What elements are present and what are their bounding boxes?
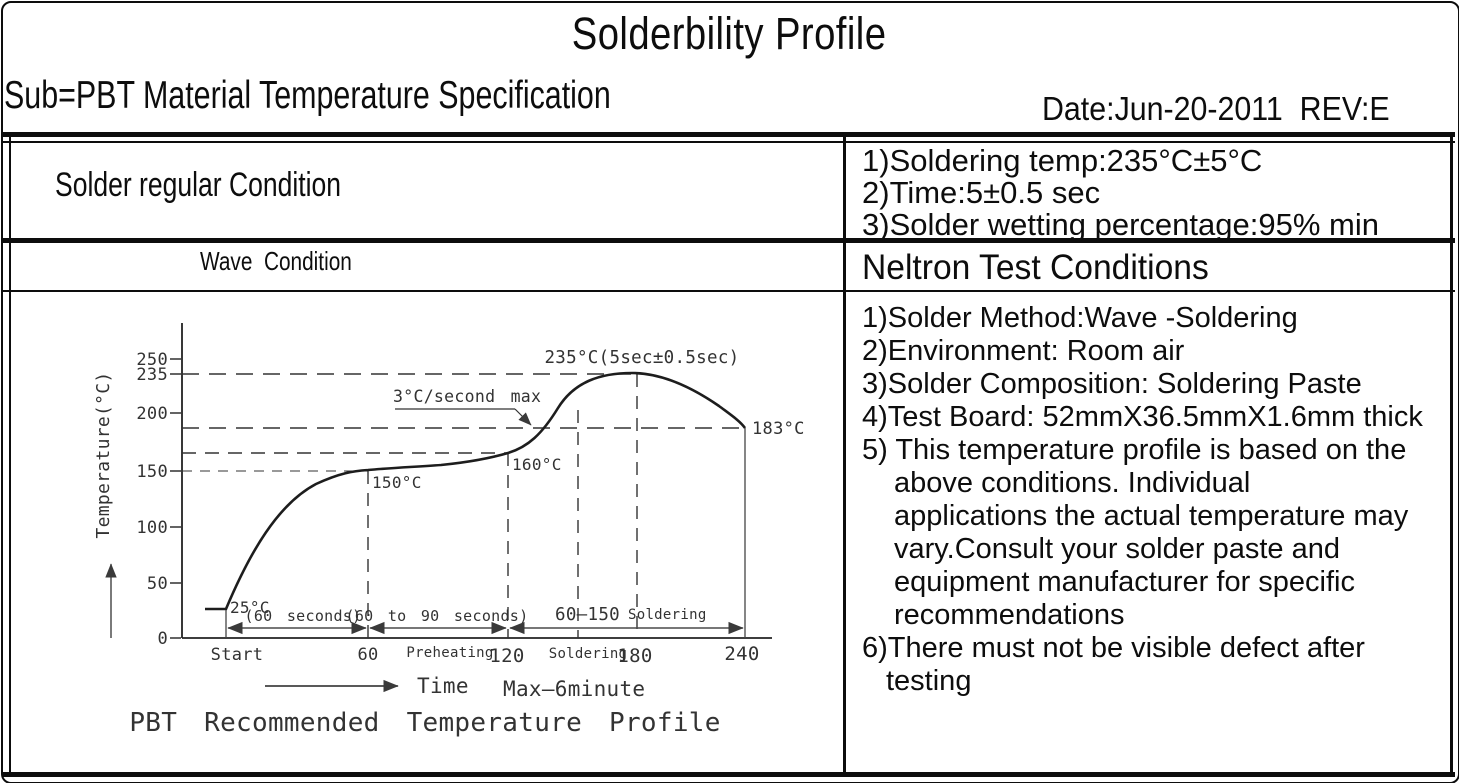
annotation-peak: 235°C(5sec±0.5sec): [544, 348, 739, 368]
annotation-183c: 183°C: [752, 419, 805, 439]
condition-line: 2)Time:5±0.5 sec: [862, 175, 1101, 210]
neltron-heading: Neltron Test Conditions: [862, 248, 1209, 287]
table-right-rule: [1450, 132, 1453, 777]
y-tick-labels: 250 235 200 150 100 50 0: [136, 350, 168, 649]
row-divider-2: [2, 290, 1455, 292]
reference-lines: [182, 373, 745, 638]
table-top-rule: [2, 132, 1455, 137]
svg-text:50: 50: [147, 574, 168, 594]
list-line: above conditions. Individual: [894, 467, 1251, 499]
svg-text:180: 180: [617, 645, 652, 667]
row1-left-label: Solder regular Condition: [55, 166, 342, 204]
temperature-profile-chart: 250 235 200 150 100 50 0 Temperature(°C)…: [93, 323, 805, 738]
svg-text:Start: Start: [211, 645, 264, 665]
svg-text:150: 150: [136, 462, 168, 482]
stage3-duration-note: Soldering: [628, 607, 707, 623]
x-axis-note: Max–6minute: [503, 677, 645, 701]
table-top-rule-thin: [2, 141, 1455, 143]
list-line: 5) This temperature profile is based on …: [862, 434, 1407, 466]
test-conditions-list: 1)Solder Method:Wave -Soldering 2)Enviro…: [862, 302, 1447, 698]
annotation-160c: 160°C: [512, 455, 562, 474]
page-title: Solderbility Profile: [572, 8, 887, 59]
stage1-duration: (60 seconds): [245, 607, 362, 625]
svg-text:240: 240: [724, 643, 759, 665]
solder-condition-list: 1)Soldering temp:235°C±5°C 2)Time:5±0.5 …: [862, 145, 1379, 241]
x-axis-title: Time: [417, 674, 469, 698]
stage2-duration: (60 to 90 seconds): [346, 607, 529, 625]
svg-text:120: 120: [489, 645, 524, 667]
list-line: 1)Solder Method:Wave -Soldering: [862, 302, 1298, 334]
annotation-25c: 25°C: [230, 598, 270, 617]
list-line: 3)Solder Composition: Soldering Paste: [862, 368, 1362, 400]
temperature-curve: [205, 371, 747, 611]
svg-text:235: 235: [136, 365, 168, 385]
svg-text:250: 250: [136, 350, 168, 370]
table-bottom-rule: [2, 772, 1455, 777]
annotation-ramp-rate: 3°C/second max: [393, 387, 541, 406]
list-line: applications the actual temperature may: [894, 500, 1409, 532]
list-line: equipment manufacturer for specific: [894, 566, 1355, 598]
table-left-rule: [9, 132, 11, 777]
list-line: 2)Environment: Room air: [862, 335, 1185, 367]
list-line: vary.Consult your solder paste and: [894, 533, 1340, 565]
x-tick-labels: Start 60 120 180 240: [211, 643, 760, 667]
column-divider: [843, 132, 846, 777]
stage3-duration: 60–150: [555, 605, 620, 625]
svg-text:60: 60: [357, 645, 378, 665]
y-axis-title: Temperature(°C): [93, 371, 114, 538]
list-line: recommendations: [894, 599, 1125, 631]
phase-labels: Preheating Soldering: [406, 645, 627, 662]
svg-text:200: 200: [136, 404, 168, 424]
page-title-row: Solderbility Profile: [0, 8, 1459, 60]
svg-text:Soldering: Soldering: [549, 646, 628, 662]
y-ticks: [170, 358, 181, 639]
condition-line: 3)Solder wetting percentage:95% min: [862, 207, 1379, 242]
svg-text:0: 0: [157, 629, 168, 649]
condition-line: 1)Soldering temp:235°C±5°C: [862, 143, 1263, 178]
svg-text:100: 100: [136, 518, 168, 538]
chart-caption: PBT Recommended Temperature Profile: [129, 708, 720, 738]
ramp-leader: [395, 408, 532, 426]
list-line: testing: [886, 665, 972, 697]
list-line: 6)There must not be visible defect after: [862, 632, 1365, 664]
row2-left-label: Wave Condition: [200, 246, 352, 276]
page-subtitle: Sub=PBT Material Temperature Specificati…: [4, 74, 611, 117]
annotation-150c: 150°C: [372, 473, 422, 492]
list-line: 4)Test Board: 52mmX36.5mmX1.6mm thick: [862, 401, 1423, 433]
svg-text:Preheating: Preheating: [406, 645, 493, 661]
date-revision: Date:Jun-20-2011 REV:E: [1042, 90, 1390, 127]
row-divider-1: [2, 238, 1455, 243]
